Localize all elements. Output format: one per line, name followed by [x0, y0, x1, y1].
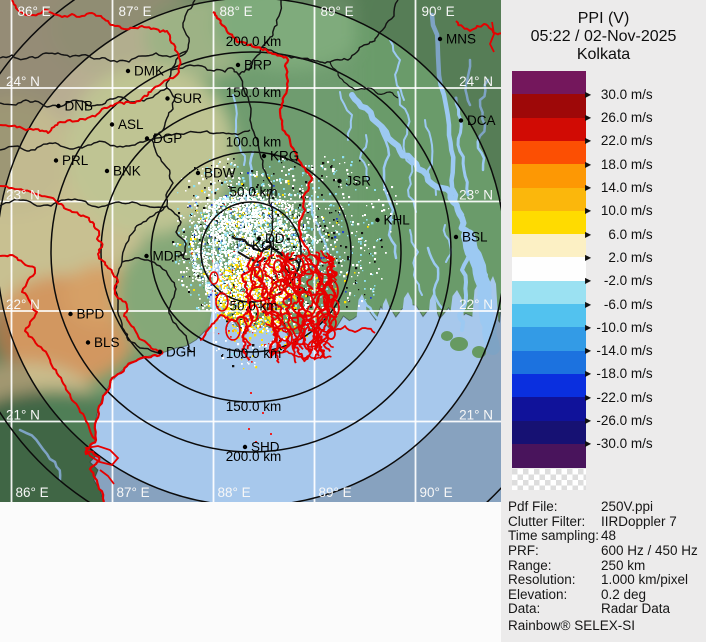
svg-text:MNS: MNS — [446, 32, 476, 47]
svg-text:DNB: DNB — [65, 99, 94, 114]
svg-text:DMK: DMK — [134, 64, 164, 79]
svg-text:100.0 km: 100.0 km — [226, 346, 282, 361]
svg-text:JSR: JSR — [346, 174, 372, 189]
svg-text:50.0 km: 50.0 km — [229, 299, 277, 314]
svg-text:87° E: 87° E — [119, 4, 152, 19]
svg-text:BSL: BSL — [462, 230, 488, 245]
svg-text:BLS: BLS — [94, 335, 120, 350]
svg-text:DGH: DGH — [166, 345, 196, 360]
svg-text:BRP: BRP — [244, 58, 272, 73]
svg-text:22° N: 22° N — [459, 297, 493, 312]
svg-text:21° N: 21° N — [459, 408, 493, 423]
svg-text:89° E: 89° E — [319, 485, 352, 500]
svg-text:KHL: KHL — [384, 213, 411, 228]
svg-text:88° E: 88° E — [220, 4, 253, 19]
svg-text:90° E: 90° E — [422, 4, 455, 19]
svg-text:BNK: BNK — [113, 164, 141, 179]
svg-text:21° N: 21° N — [6, 408, 40, 423]
svg-text:KOL: KOL — [252, 238, 280, 253]
svg-text:PRL: PRL — [62, 153, 89, 168]
svg-text:SHD: SHD — [251, 440, 280, 455]
svg-text:BDW: BDW — [204, 166, 236, 181]
svg-text:150.0 km: 150.0 km — [226, 85, 282, 100]
svg-text:DD: DD — [265, 231, 285, 246]
svg-text:200.0 km: 200.0 km — [226, 34, 282, 49]
svg-text:22° N: 22° N — [6, 297, 40, 312]
svg-text:BPD: BPD — [77, 307, 105, 322]
svg-text:50.0 km: 50.0 km — [229, 185, 277, 200]
svg-text:23° N: 23° N — [6, 188, 40, 203]
svg-text:150.0 km: 150.0 km — [226, 399, 282, 414]
svg-text:DGP: DGP — [153, 131, 182, 146]
svg-text:KRG: KRG — [270, 149, 299, 164]
svg-text:86° E: 86° E — [18, 4, 51, 19]
svg-text:90° E: 90° E — [420, 485, 453, 500]
svg-text:23° N: 23° N — [459, 188, 493, 203]
svg-text:87° E: 87° E — [117, 485, 150, 500]
svg-text:ASL: ASL — [118, 117, 144, 132]
svg-text:DCA: DCA — [467, 113, 496, 128]
svg-text:MDP: MDP — [153, 249, 183, 264]
svg-text:SUR: SUR — [174, 91, 203, 106]
svg-text:24° N: 24° N — [459, 74, 493, 89]
svg-text:88° E: 88° E — [218, 485, 251, 500]
svg-text:24° N: 24° N — [6, 74, 40, 89]
svg-text:89° E: 89° E — [321, 4, 354, 19]
svg-text:86° E: 86° E — [16, 485, 49, 500]
svg-text:200.0 km: 200.0 km — [226, 449, 282, 464]
svg-text:100.0 km: 100.0 km — [226, 135, 282, 150]
